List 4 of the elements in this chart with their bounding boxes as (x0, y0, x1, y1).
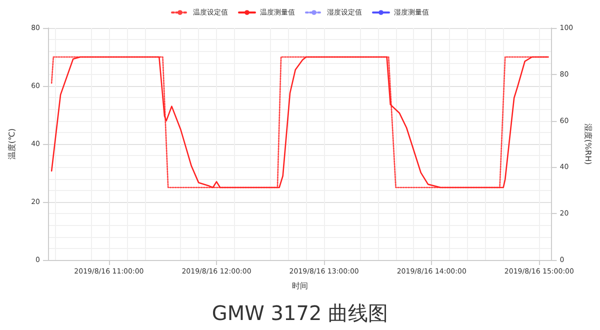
y2-axis-title: 湿度(%RH) (584, 123, 592, 165)
x-axis-title: 时间 (292, 282, 308, 290)
text: GMW 3172 曲线图 (212, 301, 388, 325)
y-axis-title: 温度(℃) (8, 128, 16, 160)
